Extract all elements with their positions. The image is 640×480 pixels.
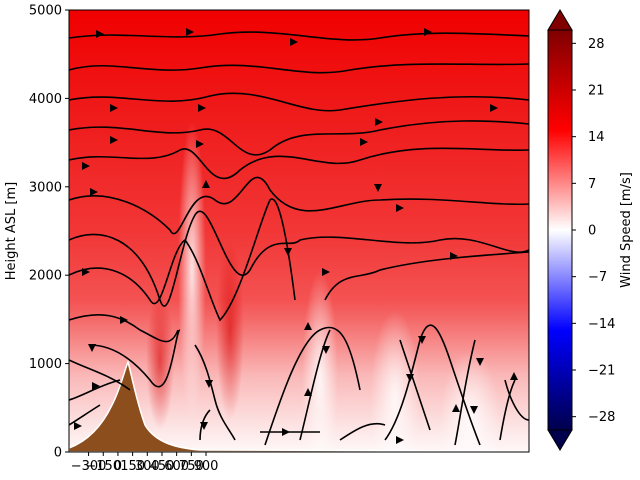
y-axis-label: Height ASL [m] xyxy=(4,182,19,280)
y-tick-label: 2000 xyxy=(29,269,62,284)
colorbar-tick-label: 0 xyxy=(588,224,596,239)
streamlines xyxy=(69,31,529,446)
x-tick-label: 150 xyxy=(120,459,145,474)
weak-wind-column xyxy=(370,310,420,452)
colorbar-tick-label: 21 xyxy=(588,84,605,99)
y-tick-label: 4000 xyxy=(29,92,62,107)
y-tick-label: 3000 xyxy=(29,180,62,195)
x-tick-label: −300 xyxy=(71,459,107,474)
x-tick-label: 450 xyxy=(150,459,175,474)
colorbar-tick-label: 14 xyxy=(588,130,605,145)
colorbar-tick-label: 28 xyxy=(588,37,605,52)
colorbar-extend-bottom xyxy=(547,429,573,451)
colorbar-label: Wind Speed [m/s] xyxy=(619,172,634,288)
x-tick-label: 0 xyxy=(114,459,122,474)
colorbar-tick-label: −7 xyxy=(588,270,607,285)
x-tick-label: −150 xyxy=(85,459,121,474)
terrain xyxy=(69,359,529,452)
x-tick-label: 750 xyxy=(179,459,204,474)
colorbar: −28 −21 −14 −7 0 7 14 21 28 Wind Speed [m/s] xyxy=(547,9,634,451)
y-tick-label: 5000 xyxy=(29,4,62,19)
x-tick-label: 300 xyxy=(135,459,160,474)
y-axis: 0 1000 2000 3000 4000 5000 xyxy=(29,4,69,461)
y-tick-label: 0 xyxy=(54,446,62,461)
x-tick-label: 600 xyxy=(164,459,189,474)
colorbar-tick-label: −28 xyxy=(588,410,615,425)
strong-wind-column xyxy=(216,240,244,420)
streamline-arrows xyxy=(74,28,518,444)
colorbar-extend-top xyxy=(547,9,573,31)
colorbar-tick-label: −21 xyxy=(588,364,615,379)
colorbar-tick-label: −14 xyxy=(588,317,615,332)
x-tick-label: 900 xyxy=(194,459,219,474)
plot-area xyxy=(69,10,529,452)
y-tick-label: 1000 xyxy=(29,357,62,372)
weak-wind-column xyxy=(302,270,338,452)
colorbar-tick-label: 7 xyxy=(588,177,596,192)
colorbar-ticks: −28 −21 −14 −7 0 7 14 21 28 xyxy=(572,37,615,425)
weak-wind-column xyxy=(178,120,206,420)
colorbar-body xyxy=(547,29,573,431)
plot-frame xyxy=(68,9,530,453)
strong-wind-column xyxy=(146,290,174,430)
